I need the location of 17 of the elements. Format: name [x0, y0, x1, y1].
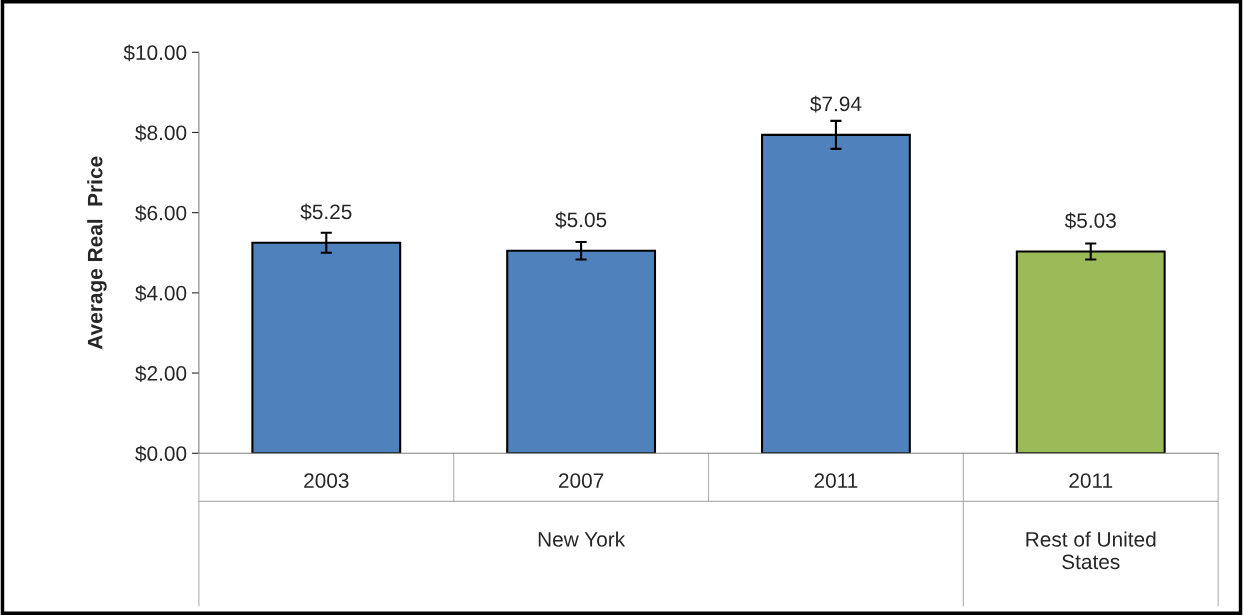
data-label: $5.03	[1064, 212, 1116, 230]
y-tick-label: $6.00	[135, 204, 187, 222]
y-tick-label: $0.00	[135, 445, 187, 463]
x-tick-label: 2011	[1069, 473, 1113, 488]
x-tick-label: 2011	[814, 473, 858, 488]
data-label: $5.05	[555, 211, 607, 229]
text: Rest of United States	[1026, 531, 1156, 570]
x-tick-label: 2003	[304, 473, 349, 488]
y-axis-title: Average Real Price	[87, 156, 107, 350]
y-tick-label: $2.00	[135, 365, 187, 383]
data-label: $5.25	[300, 203, 352, 221]
y-tick-label: $10.00	[123, 44, 187, 62]
text: New York	[538, 531, 626, 547]
data-label: $7.94	[810, 95, 862, 113]
y-tick-label: $8.00	[135, 124, 187, 142]
x-tick-label: 2007	[558, 473, 604, 488]
y-tick-label: $4.00	[135, 284, 187, 302]
